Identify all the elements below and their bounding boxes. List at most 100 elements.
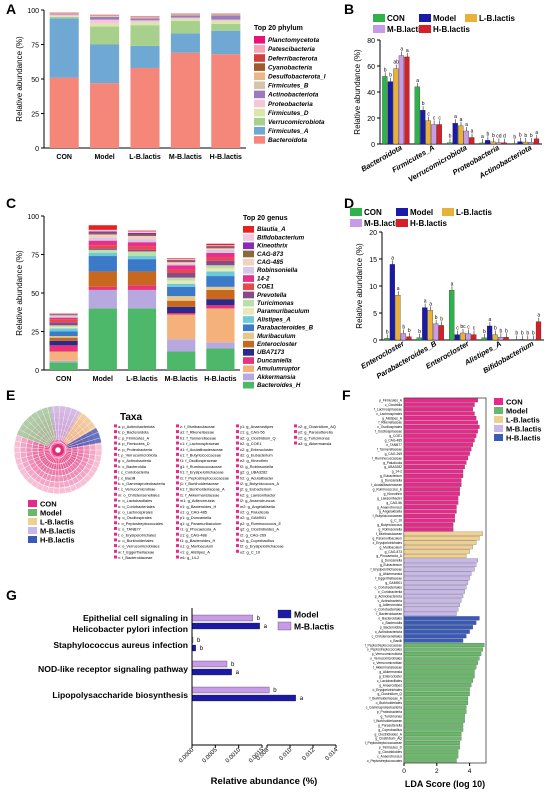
- stack-segment-Proteobacteria: [170, 17, 200, 19]
- lda-bar: [403, 536, 480, 541]
- lda-bar: [403, 736, 462, 741]
- taxa-bullet: [114, 544, 117, 548]
- stack-segment-Firmicutes_A: [130, 45, 160, 68]
- stack-segment-Bacteroides_H: [206, 348, 235, 370]
- legend-swatch: [243, 283, 254, 291]
- clade-branch: [19, 429, 53, 448]
- legend-swatch: [243, 242, 254, 250]
- taxa-item: d: p_Firmicutes_D: [118, 441, 150, 446]
- stack-segment-Akkermansia: [88, 289, 117, 309]
- legend-label: Alistipes_A: [256, 316, 291, 323]
- lda-label: g_Lawsonibacter: [377, 496, 403, 500]
- panel-letter-e: E: [6, 387, 15, 403]
- stack-segment-Paramuribaculum: [49, 326, 78, 329]
- lda-label: g_Eubacterium: [380, 563, 402, 567]
- y-tick-label: 60: [367, 64, 375, 71]
- stack-segment-Kineothrix: [88, 231, 117, 233]
- lda-bar: [403, 643, 485, 648]
- stack-segment-UBA7173: [49, 340, 78, 346]
- stack-segment-Alistipes_A: [49, 328, 78, 332]
- stack-segment-Paramuribaculum: [167, 280, 196, 284]
- taxa-bullet: [236, 521, 239, 525]
- taxa-bullet: [176, 475, 179, 479]
- stack-segment-Proteobacteria: [49, 14, 79, 17]
- stack-segment-Robinsoniella: [167, 263, 196, 266]
- stack-segment-14-2: [206, 252, 235, 258]
- taxa-bullet: [176, 538, 179, 542]
- legend-swatch: [243, 340, 254, 348]
- stack-segment-Alistipes_A: [206, 271, 235, 277]
- bar-L-B.lactis: [522, 141, 529, 145]
- clade-branch: [59, 455, 72, 492]
- taxa-item: z1: g_CAG-56: [240, 430, 265, 435]
- taxa-bullet: [114, 424, 117, 428]
- taxa-bullet: [176, 481, 179, 485]
- stack-segment-14-2: [88, 240, 117, 246]
- significance-letter: c: [438, 116, 441, 122]
- lda-bar: [403, 456, 469, 461]
- legend-swatch: [254, 108, 265, 117]
- legend-label: CON: [387, 14, 405, 23]
- taxa-item: g2: g_UBA3282: [240, 470, 267, 475]
- taxa-bullet: [114, 458, 117, 462]
- legend-label: Firmicutes_D: [268, 110, 309, 117]
- y-tick-label: 50: [31, 77, 39, 84]
- bar-H-B.lactis: [535, 321, 542, 341]
- legend-label: Actinobacteriota: [267, 92, 319, 99]
- stack-segment-Parabacteroides_B: [206, 276, 235, 287]
- legend-label: Patescibacteria: [268, 46, 315, 53]
- lda-label: c_Coriobacteriia: [378, 590, 402, 594]
- taxa-item: q2: g_Clostridioides_A: [240, 527, 279, 532]
- stack-segment-Duncaniella: [88, 286, 117, 290]
- taxa-item: p: o_Lachnospirales: [118, 510, 153, 515]
- lda-bar: [403, 611, 457, 616]
- taxa-item: l: c_Verrucomicrobiae: [118, 487, 155, 492]
- lda-bar: [403, 598, 462, 603]
- lda-label: g_Butyricicoccus: [377, 523, 402, 527]
- y-tick-label: 20: [367, 116, 375, 123]
- taxa-item: n: o_Lactobacillales: [118, 498, 152, 503]
- pathway-label: Epithelial cell signaling in: [83, 613, 188, 623]
- lda-label: o_Erysipelotrichales: [372, 688, 402, 692]
- taxa-bullet: [114, 538, 117, 542]
- lda-bar: [403, 433, 477, 438]
- lda-label: f_Bacteroidaceae: [376, 612, 402, 616]
- taxa-bullet: [236, 458, 239, 462]
- taxa-item: n1: g_Bacteroides_H: [180, 504, 217, 509]
- stack-segment-Robinsoniella: [88, 237, 117, 241]
- x-axis-label: LDA Score (log 10): [405, 779, 485, 789]
- taxa-item: k: c_Gammaproteobacteria: [118, 481, 166, 486]
- stack-segment-Proteobacteria: [211, 19, 241, 22]
- stack-segment-Turicimonas: [88, 249, 117, 253]
- taxa-item: q: o_Oscillospirales: [118, 515, 152, 520]
- pathway-label: Lipopolysaccharide biosynthesis: [52, 690, 188, 700]
- legend-label: M-B.lactis: [506, 425, 541, 434]
- taxa-item: d1: f_Acutalibacteraceae: [180, 447, 223, 452]
- lda-label: g_UBA3282: [384, 465, 402, 469]
- lda-label: f_Butyricicoccaceae: [373, 514, 403, 518]
- x-tick-label: H-B.lactis: [210, 154, 242, 161]
- taxa-bullet: [236, 504, 239, 508]
- lda-bar: [403, 665, 477, 670]
- panel-c-stacked-genus-chart: 0 25 50 75 100 Relative abundance (%) CON Model…: [15, 214, 314, 389]
- stack-segment-Parabacteroides_B: [127, 259, 157, 272]
- lda-bar: [403, 754, 459, 759]
- taxa-item: j1: f_Burkholderiaceae: [179, 481, 219, 486]
- lda-bar: [403, 522, 454, 527]
- lda-label: g_Anaerotruncus: [377, 505, 402, 509]
- lda-bar: [403, 576, 470, 581]
- legend-label: Enterocloster: [257, 341, 297, 348]
- lda-label: c_Bacteroidia: [382, 621, 402, 625]
- x-axis-label: Relative abundance (%): [211, 776, 318, 787]
- legend-label: Firmicutes_A: [268, 128, 309, 135]
- significance-letter: a: [489, 317, 492, 323]
- taxa-item: h2: g_Acutalibacter: [240, 475, 274, 480]
- clade-branch: [47, 407, 57, 445]
- lda-label: g_Clostridium_AQ: [375, 737, 402, 741]
- legend-label: 14-2: [257, 275, 270, 282]
- lda-label: g_Clostridioides: [379, 750, 403, 754]
- y-tick-label: 25: [31, 330, 39, 337]
- y-tick-label: 75: [31, 43, 39, 50]
- lda-label: c_Actinobacteria: [378, 599, 403, 603]
- lda-label: c_Christensenellales: [372, 634, 403, 638]
